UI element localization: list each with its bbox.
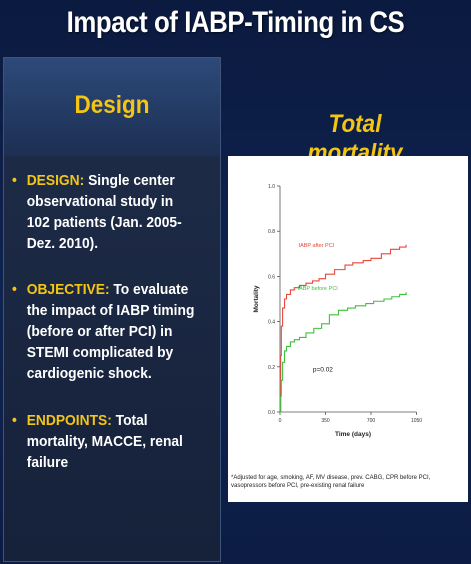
- y-tick-label: 0.8: [268, 229, 275, 235]
- bullet-design: • DESIGN: Single center observational st…: [12, 170, 196, 254]
- y-tick-label: 0.6: [268, 274, 275, 280]
- series-line-before-pci: [280, 292, 407, 413]
- bullet-endpoints: • ENDPOINTS: Total mortality, MACCE, ren…: [12, 410, 196, 473]
- series-label-before-pci: IABP before PCI: [298, 286, 339, 292]
- p-value-annotation: p=0.02: [313, 366, 333, 373]
- y-tick-label: 1.0: [268, 184, 275, 190]
- slide-title: Impact of IABP-Timing in CS: [66, 6, 405, 39]
- design-heading: Design: [74, 91, 150, 119]
- bullet-keyword: OBJECTIVE:: [26, 281, 110, 298]
- bullet-dot-icon: •: [12, 281, 17, 298]
- x-axis-label: Time (days): [335, 431, 371, 438]
- design-panel: Design • DESIGN: Single center observati…: [3, 57, 221, 562]
- bullet-keyword: DESIGN:: [26, 172, 85, 189]
- y-tick-label: 0.0: [268, 410, 275, 416]
- bullet-objective: • OBJECTIVE: To evaluate the impact of I…: [12, 279, 196, 384]
- y-tick-label: 0.4: [268, 320, 275, 326]
- series-label-after-pci: IABP after PCI: [299, 243, 335, 249]
- bullet-text: Total mortality, MACCE, renal failure: [26, 412, 183, 471]
- bullet-dot-icon: •: [12, 172, 17, 189]
- x-tick-label: 700: [367, 418, 376, 424]
- x-tick-label: 350: [321, 418, 330, 424]
- y-tick-label: 0.2: [268, 365, 275, 371]
- bullet-dot-icon: •: [12, 412, 17, 429]
- bullet-keyword: ENDPOINTS:: [26, 412, 112, 429]
- bullet-text: To evaluate the impact of IABP timing (b…: [26, 281, 195, 382]
- y-axis-label: Mortality: [253, 285, 260, 312]
- chart-footnote: *Adjusted for age, smoking, AF, MV disea…: [231, 475, 431, 489]
- design-heading-band: [4, 58, 220, 156]
- chart-panel: 0.0 0.2 0.4 0.6 0.8 1.0 0 350 700 1050 Time (days)…: [228, 156, 468, 502]
- bullet-text: Single center observational study in 102…: [26, 172, 182, 252]
- mortality-chart: 0.0 0.2 0.4 0.6 0.8 1.0 0 350 700 1050 Time (days)…: [253, 184, 422, 438]
- series-line-after-pci: [280, 244, 407, 413]
- x-tick-label: 1050: [411, 418, 422, 424]
- x-tick-label: 0: [279, 418, 282, 424]
